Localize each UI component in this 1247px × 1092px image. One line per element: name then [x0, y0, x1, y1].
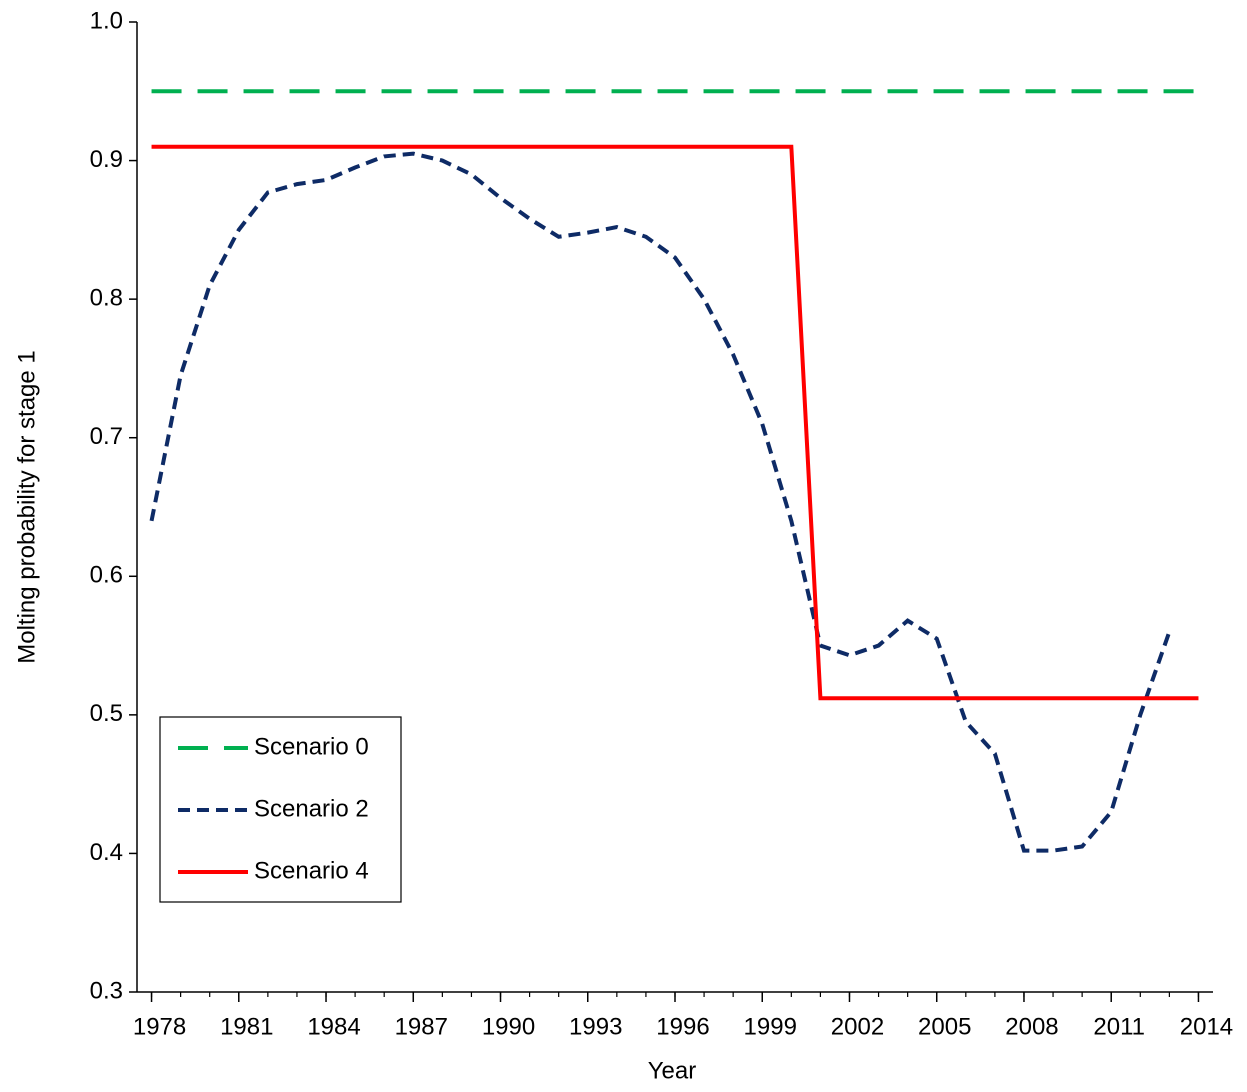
- y-tick-label: 0.9: [90, 146, 123, 173]
- x-tick-label: 1990: [482, 1013, 535, 1040]
- y-tick-label: 0.3: [90, 977, 123, 1004]
- y-tick-label: 0.4: [90, 839, 123, 866]
- x-tick-label: 1993: [569, 1013, 622, 1040]
- x-tick-label: 1978: [133, 1013, 186, 1040]
- x-tick-label: 1984: [307, 1013, 360, 1040]
- y-tick-label: 0.5: [90, 700, 123, 727]
- legend-label: Scenario 0: [254, 733, 369, 760]
- x-tick-label: 2011: [1093, 1013, 1145, 1040]
- x-tick-label: 2008: [1005, 1013, 1058, 1040]
- x-tick-label: 2005: [918, 1013, 971, 1040]
- legend-label: Scenario 4: [254, 857, 369, 884]
- y-tick-label: 0.8: [90, 284, 123, 311]
- y-tick-label: 0.6: [90, 562, 123, 589]
- x-tick-label: 2002: [831, 1013, 884, 1040]
- x-tick-label: 1996: [656, 1013, 709, 1040]
- x-tick-label: 2014: [1180, 1013, 1233, 1040]
- x-tick-label: 1981: [220, 1013, 273, 1040]
- x-axis-label: Year: [648, 1057, 697, 1084]
- y-axis-label: Molting probability for stage 1: [13, 350, 40, 664]
- legend-label: Scenario 2: [254, 795, 369, 822]
- x-tick-label: 1987: [395, 1013, 448, 1040]
- x-tick-label: 1999: [744, 1013, 797, 1040]
- series-line: [151, 144, 1199, 701]
- y-tick-label: 0.7: [90, 423, 123, 450]
- series-line: [149, 151, 1172, 853]
- y-tick-label: 1.0: [90, 7, 123, 34]
